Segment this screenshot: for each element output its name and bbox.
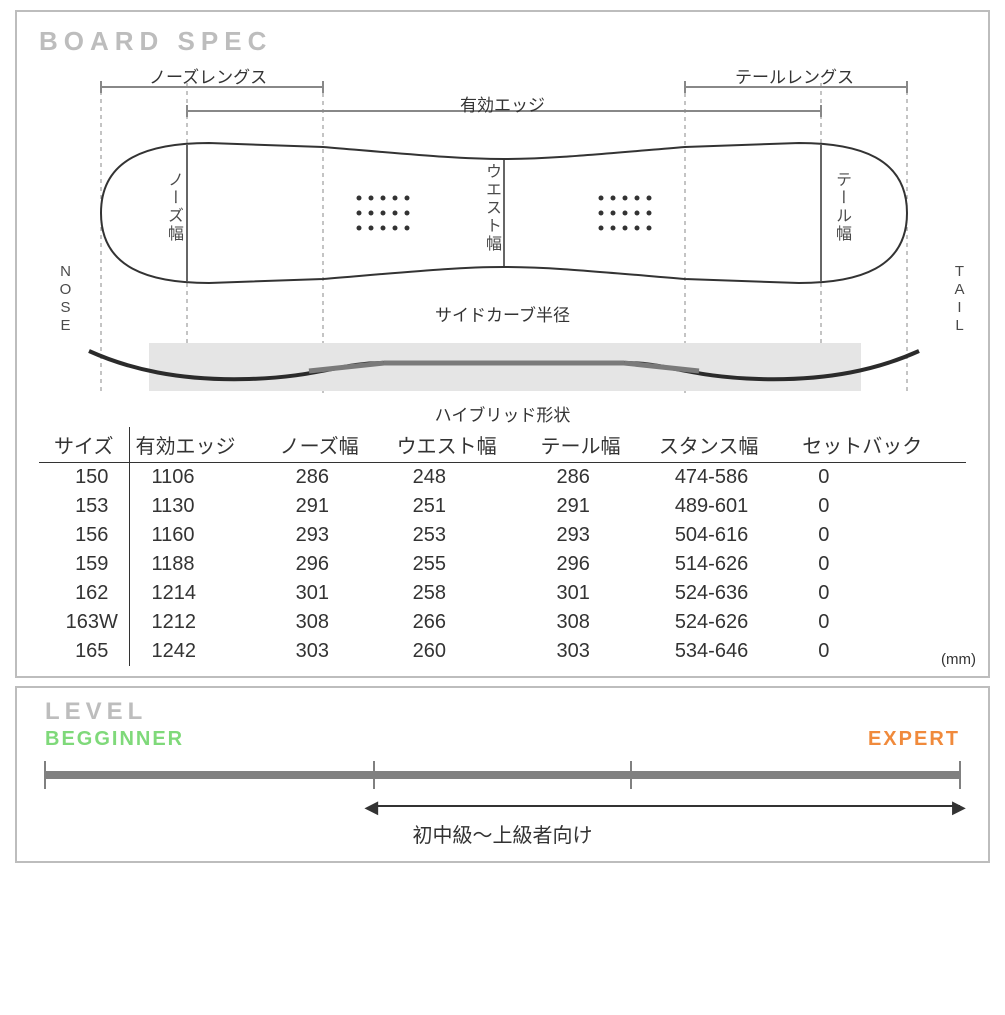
board-spec-title: BOARD SPEC: [39, 26, 966, 57]
spec-cell: 301: [535, 579, 653, 608]
spec-table: サイズ有効エッジノーズ幅ウエスト幅テール幅スタンス幅セットバック 1501106…: [39, 427, 966, 666]
spec-cell: 308: [535, 608, 653, 637]
spec-row: 1561160293253293504-6160: [39, 521, 966, 550]
level-range-arrow-left: ◀: [364, 797, 378, 818]
spec-cell: 1214: [129, 579, 274, 608]
effective-edge-label: 有効エッジ: [39, 91, 966, 116]
spec-cell: 159: [39, 550, 129, 579]
spec-cell: 258: [391, 579, 535, 608]
level-range-arrow-right: ▶: [952, 797, 966, 818]
level-beginner-label: BEGGINNER: [45, 728, 184, 751]
spec-cell: 1160: [129, 521, 274, 550]
spec-row: 163W1212308266308524-6260: [39, 608, 966, 637]
spec-cell: 248: [391, 463, 535, 493]
spec-cell: 1212: [129, 608, 274, 637]
spec-cell: 163W: [39, 608, 129, 637]
spec-unit: (mm): [941, 651, 976, 668]
spec-row: 1651242303260303534-6460: [39, 637, 966, 666]
spec-cell: 255: [391, 550, 535, 579]
spec-cell: 0: [796, 579, 966, 608]
spec-cell: 150: [39, 463, 129, 493]
spec-cell: 534-646: [653, 637, 796, 666]
spec-cell: 286: [535, 463, 653, 493]
spec-col-4: テール幅: [535, 427, 653, 463]
spec-col-6: セットバック: [796, 427, 966, 463]
spec-row: 1591188296255296514-6260: [39, 550, 966, 579]
level-tick: [44, 761, 46, 789]
spec-cell: 286: [274, 463, 391, 493]
spec-cell: 0: [796, 521, 966, 550]
spec-col-0: サイズ: [39, 427, 129, 463]
spec-cell: 489-601: [653, 492, 796, 521]
spec-cell: 474-586: [653, 463, 796, 493]
spec-cell: 260: [391, 637, 535, 666]
spec-cell: 0: [796, 492, 966, 521]
spec-cell: 514-626: [653, 550, 796, 579]
spec-table-header-row: サイズ有効エッジノーズ幅ウエスト幅テール幅スタンス幅セットバック: [39, 427, 966, 463]
spec-col-3: ウエスト幅: [391, 427, 535, 463]
board-diagram: ノーズレングス テールレングス 有効エッジ ノーズ幅 ウエスト幅 テール幅 NO…: [39, 63, 966, 423]
level-title: LEVEL: [45, 698, 960, 726]
spec-cell: 162: [39, 579, 129, 608]
level-tick: [959, 761, 961, 789]
waist-width-label: ウエスト幅: [479, 163, 503, 253]
level-bar: [45, 757, 960, 797]
spec-cell: 524-626: [653, 608, 796, 637]
nose-width-label: ノーズ幅: [161, 171, 185, 243]
spec-cell: 0: [796, 463, 966, 493]
sidecut-label: サイドカーブ半径: [39, 301, 966, 326]
profile-label: ハイブリッド形状: [39, 401, 966, 426]
tail-length-label: テールレングス: [735, 63, 854, 88]
spec-cell: 153: [39, 492, 129, 521]
spec-cell: 291: [274, 492, 391, 521]
spec-cell: 1188: [129, 550, 274, 579]
spec-table-body: 1501106286248286474-58601531130291251291…: [39, 463, 966, 667]
spec-cell: 266: [391, 608, 535, 637]
spec-cell: 291: [535, 492, 653, 521]
spec-cell: 296: [535, 550, 653, 579]
spec-cell: 296: [274, 550, 391, 579]
spec-cell: 303: [535, 637, 653, 666]
spec-row: 1621214301258301524-6360: [39, 579, 966, 608]
level-tick: [373, 761, 375, 789]
spec-row: 1501106286248286474-5860: [39, 463, 966, 493]
spec-cell: 251: [391, 492, 535, 521]
spec-row: 1531130291251291489-6010: [39, 492, 966, 521]
spec-cell: 0: [796, 550, 966, 579]
spec-col-5: スタンス幅: [653, 427, 796, 463]
spec-cell: 1242: [129, 637, 274, 666]
spec-cell: 1130: [129, 492, 274, 521]
spec-cell: 293: [535, 521, 653, 550]
spec-cell: 308: [274, 608, 391, 637]
spec-cell: 253: [391, 521, 535, 550]
spec-cell: 303: [274, 637, 391, 666]
spec-cell: 165: [39, 637, 129, 666]
level-panel: LEVEL BEGGINNER EXPERT 初中級〜上級者向け ◀▶: [15, 686, 990, 863]
level-expert-label: EXPERT: [868, 728, 960, 751]
spec-cell: 301: [274, 579, 391, 608]
spec-cell: 0: [796, 608, 966, 637]
spec-cell: 524-636: [653, 579, 796, 608]
spec-cell: 293: [274, 521, 391, 550]
spec-cell: 504-616: [653, 521, 796, 550]
spec-col-1: 有効エッジ: [129, 427, 274, 463]
board-spec-panel: BOARD SPEC: [15, 10, 990, 678]
level-range-line: [374, 805, 960, 807]
spec-cell: 156: [39, 521, 129, 550]
spec-col-2: ノーズ幅: [274, 427, 391, 463]
spec-cell: 1106: [129, 463, 274, 493]
tail-width-label: テール幅: [829, 171, 853, 243]
level-range: 初中級〜上級者向け ◀▶: [45, 797, 960, 845]
level-tick: [630, 761, 632, 789]
nose-length-label: ノーズレングス: [149, 63, 267, 88]
